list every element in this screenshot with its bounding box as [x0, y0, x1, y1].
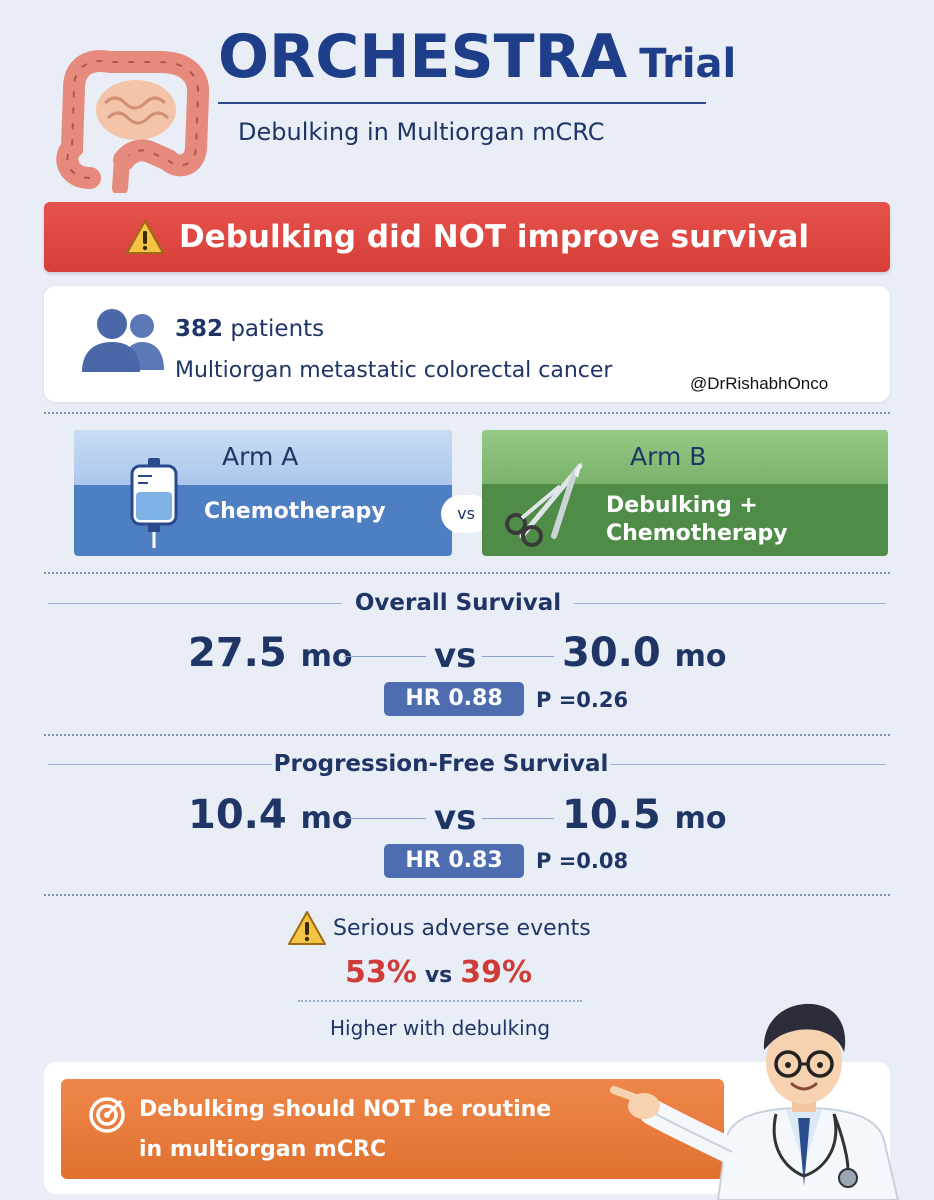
doctor-illustration: [610, 1003, 900, 1200]
conclusion-line1: Debulking should NOT be routine: [139, 1097, 552, 1122]
pfs-arm-b-value: 10.5 mo: [562, 792, 727, 838]
adverse-events-title: Serious adverse events: [333, 916, 591, 941]
patient-count-suffix: patients: [230, 316, 325, 342]
section-rule: [48, 603, 342, 604]
os-hazard-ratio: HR 0.88: [384, 682, 524, 716]
arm-b-card: Arm B Debulking + Chemotherapy: [482, 430, 888, 556]
title-suffix: Trial: [639, 41, 737, 87]
patient-count-number: 382: [175, 316, 224, 342]
section-divider: [44, 734, 890, 736]
pfs-hazard-ratio: HR 0.83: [384, 844, 524, 878]
page-title: ORCHESTRA Trial: [218, 22, 736, 92]
os-unit: mo: [674, 639, 727, 674]
patient-description: Multiorgan metastatic colorectal cancer: [175, 358, 613, 383]
os-arm-a-number: 27.5: [188, 630, 287, 676]
warning-icon: [125, 220, 164, 254]
scissors-scalpel-icon: [505, 462, 583, 547]
connector-line: [482, 818, 554, 819]
connector-line: [482, 656, 554, 657]
target-icon: [89, 1097, 125, 1133]
arm-a-card: Arm A Chemotherapy: [74, 430, 452, 556]
banner-text: Debulking did NOT improve survival: [178, 219, 810, 255]
connector-line: [344, 656, 426, 657]
section-divider: [44, 894, 890, 896]
os-p-value: P =0.26: [536, 688, 629, 712]
title-divider: [218, 102, 706, 104]
page-subtitle: Debulking in Multiorgan mCRC: [238, 118, 605, 146]
os-unit: mo: [300, 639, 353, 674]
os-arm-b-number: 30.0: [562, 630, 661, 676]
people-icon: [82, 309, 164, 372]
ae-arm-b-value: 53%: [345, 955, 417, 990]
iv-bag-icon: [130, 458, 178, 548]
conclusion-banner: Debulking should NOT be routine in multi…: [61, 1079, 724, 1179]
os-arm-b-value: 30.0 mo: [562, 630, 727, 676]
pfs-title: Progression-Free Survival: [273, 751, 609, 777]
arm-b-treatment-line1: Debulking +: [606, 493, 758, 518]
adverse-events-note: Higher with debulking: [330, 1016, 551, 1040]
arm-a-title: Arm A: [222, 442, 299, 471]
conclusion-line2: in multiorgan mCRC: [139, 1137, 387, 1162]
patient-count: 382 patients: [175, 316, 324, 342]
section-divider: [44, 572, 890, 574]
connector-line: [344, 818, 426, 819]
section-rule: [48, 764, 272, 765]
arm-b-title: Arm B: [630, 442, 707, 471]
pfs-unit: mo: [674, 801, 727, 836]
pfs-arm-a-value: 10.4 mo: [188, 792, 353, 838]
arm-a-treatment: Chemotherapy: [204, 499, 386, 524]
colon-icon: [56, 50, 210, 193]
warning-icon: [288, 911, 326, 945]
author-handle: @DrRishabhOnco: [690, 374, 829, 393]
section-rule: [574, 603, 886, 604]
pfs-vs: vs: [434, 798, 477, 838]
section-divider: [44, 412, 890, 414]
os-title: Overall Survival: [354, 590, 562, 616]
arm-b-treatment-line2: Chemotherapy: [606, 521, 788, 546]
os-arm-a-value: 27.5 mo: [188, 630, 353, 676]
key-finding-banner: Debulking did NOT improve survival: [44, 202, 890, 272]
ae-arm-a-value: 39%: [460, 955, 533, 990]
ae-divider: [298, 1000, 582, 1002]
adverse-events-values: 53% vs 39%: [345, 955, 532, 990]
pfs-arm-a-number: 10.4: [188, 792, 287, 838]
title-main: ORCHESTRA: [218, 22, 628, 92]
patients-card: 382 patients Multiorgan metastatic color…: [44, 286, 890, 402]
ae-vs: vs: [424, 963, 453, 988]
section-rule: [610, 764, 886, 765]
pfs-arm-b-number: 10.5: [562, 792, 661, 838]
os-vs: vs: [434, 636, 477, 676]
pfs-p-value: P =0.08: [536, 849, 629, 873]
pfs-unit: mo: [300, 801, 353, 836]
